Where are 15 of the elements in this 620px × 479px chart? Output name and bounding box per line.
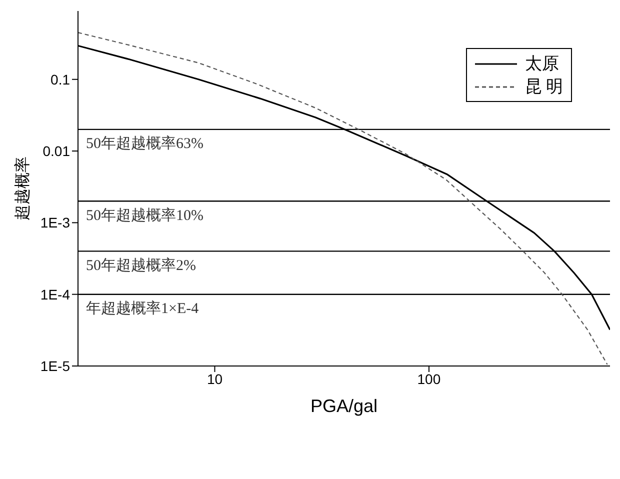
y-tick-label: 0.1 bbox=[50, 71, 70, 88]
y-axis-title: 超越概率 bbox=[14, 156, 32, 220]
ref-line-label: 50年超越概率2% bbox=[86, 256, 196, 274]
ref-line-label: 50年超越概率63% bbox=[86, 135, 204, 152]
y-tick-label: 0.01 bbox=[42, 143, 70, 160]
y-tick-label: 1E-4 bbox=[40, 286, 70, 302]
y-tick-label: 1E-3 bbox=[40, 214, 70, 231]
legend-label: 昆 明 bbox=[524, 76, 563, 98]
x-tick-label: 10 bbox=[206, 370, 223, 387]
x-axis-title: PGA/gal bbox=[310, 396, 378, 416]
x-tick-label: 100 bbox=[417, 370, 441, 387]
legend-label: 太原 bbox=[524, 53, 559, 75]
ref-line-label: 50年超越概率10% bbox=[86, 206, 204, 224]
y-tick-label: 1E-5 bbox=[40, 358, 70, 374]
ref-line-label: 年超越概率1×E-4 bbox=[86, 300, 200, 317]
